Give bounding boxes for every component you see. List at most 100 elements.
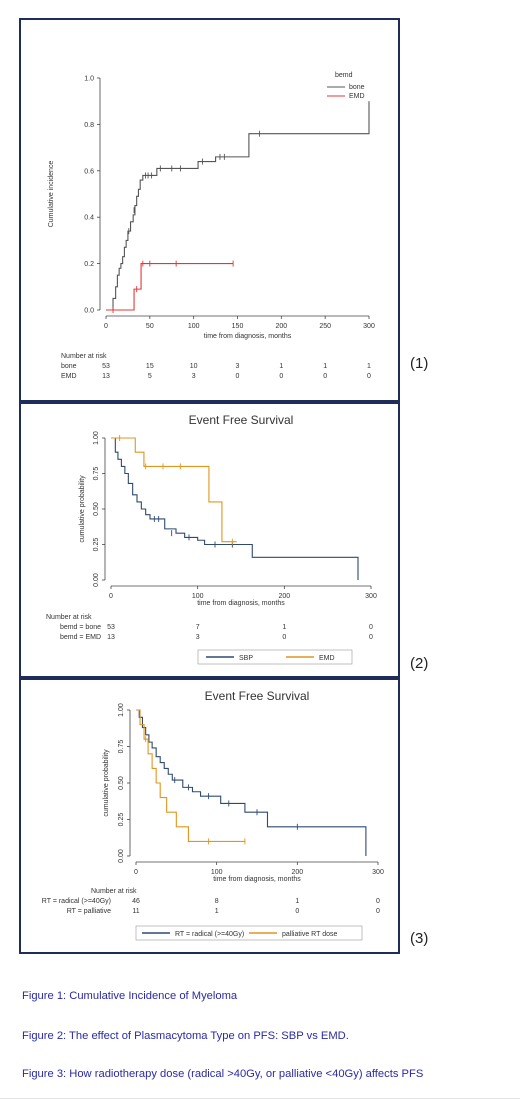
risk-value: 0 xyxy=(376,908,380,915)
y-tick-label: 0.6 xyxy=(84,168,94,175)
risk-value: 46 xyxy=(132,898,140,905)
risk-row-label: bemd = EMD xyxy=(60,634,101,641)
chart-panel-1: 0 50 100 150 200 250 300 0.0 0.2 0.4 0.6 0.8 1.0 time… xyxy=(19,18,400,402)
y-tick-label: 0.75 xyxy=(118,740,125,754)
y-tick-label: 0.75 xyxy=(93,467,100,481)
footer-divider xyxy=(0,1098,520,1099)
x-axis-label: time from diagnosis, months xyxy=(204,333,292,340)
y-axis-label: Cumulative incidence xyxy=(48,161,55,228)
risk-value: 7 xyxy=(196,624,200,631)
risk-row-label: bone xyxy=(61,363,77,370)
risk-table-title: Number at risk xyxy=(91,888,137,895)
risk-value: 8 xyxy=(215,898,219,905)
risk-table-title: Number at risk xyxy=(61,353,107,360)
chart-title: Event Free Survival xyxy=(205,689,310,703)
figure-caption-2: Figure 2: The effect of Plasmacytoma Typ… xyxy=(22,1030,349,1042)
risk-value: 0 xyxy=(369,634,373,641)
x-tick-label: 300 xyxy=(372,869,384,876)
series-line-2 xyxy=(106,263,234,311)
x-tick-label: 250 xyxy=(319,323,331,330)
y-tick-label: 0.25 xyxy=(118,813,125,827)
x-axis-label: time from diagnosis, months xyxy=(213,876,301,883)
risk-value: 13 xyxy=(107,634,115,641)
risk-value: 15 xyxy=(146,363,154,370)
risk-row-label: EMD xyxy=(61,373,77,380)
y-tick-label: 1.00 xyxy=(118,703,125,717)
risk-value: 1 xyxy=(295,898,299,905)
risk-row-label: RT = radical (>=40Gy) xyxy=(42,898,111,905)
risk-row-label: RT = palliative xyxy=(67,908,111,915)
legend-label: EMD xyxy=(319,655,335,662)
risk-value: 0 xyxy=(376,898,380,905)
x-axis-label: time from diagnosis, months xyxy=(197,600,285,607)
x-tick-label: 50 xyxy=(146,323,154,330)
risk-value: 3 xyxy=(236,363,240,370)
y-axis-label: cumulative probability xyxy=(103,749,110,817)
x-tick-label: 200 xyxy=(275,323,287,330)
risk-value: 1 xyxy=(279,363,283,370)
risk-value: 0 xyxy=(323,373,327,380)
y-tick-label: 0.8 xyxy=(84,122,94,129)
risk-value: 1 xyxy=(215,908,219,915)
series-line-2 xyxy=(111,437,237,543)
series-line-2 xyxy=(136,709,245,842)
risk-value: 53 xyxy=(102,363,110,370)
legend-label: SBP xyxy=(239,655,253,662)
legend-label: palliative RT dose xyxy=(282,931,337,938)
risk-value: 0 xyxy=(279,373,283,380)
risk-value: 53 xyxy=(107,624,115,631)
risk-value: 0 xyxy=(282,634,286,641)
risk-value: 10 xyxy=(190,363,198,370)
series-line-1 xyxy=(106,101,370,311)
y-tick-label: 0.0 xyxy=(84,308,94,315)
panel-label-2: (2) xyxy=(410,655,429,672)
legend-box xyxy=(197,649,353,665)
y-tick-label: 0.4 xyxy=(84,215,94,222)
risk-value: 13 xyxy=(102,373,110,380)
legend-title: bemd xyxy=(335,72,353,79)
x-tick-label: 100 xyxy=(211,869,223,876)
figure-caption-1: Figure 1: Cumulative Incidence of Myelom… xyxy=(22,990,238,1002)
risk-value: 0 xyxy=(295,908,299,915)
risk-value: 1 xyxy=(323,363,327,370)
risk-row-label: bemd = bone xyxy=(60,624,101,631)
panel-label-1: (1) xyxy=(410,355,429,372)
chart-panel-3: Event Free Survival 0 100 200 300 0.00 0.25 0.5… xyxy=(19,678,400,954)
figure-caption-3: Figure 3: How radiotherapy dose (radical… xyxy=(22,1068,424,1080)
legend-label: RT = radical (>=40Gy) xyxy=(175,931,244,938)
x-tick-label: 200 xyxy=(291,869,303,876)
risk-value: 1 xyxy=(282,624,286,631)
chart-title: Event Free Survival xyxy=(189,413,294,427)
x-tick-label: 150 xyxy=(232,323,244,330)
risk-table-title: Number at risk xyxy=(46,614,92,621)
y-tick-label: 0.25 xyxy=(93,538,100,552)
panel-label-3: (3) xyxy=(410,930,429,947)
x-tick-label: 300 xyxy=(363,323,375,330)
series-line-1 xyxy=(136,709,367,856)
x-tick-label: 0 xyxy=(104,323,108,330)
risk-value: 0 xyxy=(367,373,371,380)
risk-value: 5 xyxy=(148,373,152,380)
legend-label: EMD xyxy=(349,93,365,100)
x-tick-label: 300 xyxy=(365,593,377,600)
risk-value: 0 xyxy=(369,624,373,631)
risk-value: 0 xyxy=(236,373,240,380)
cumulative-incidence-chart: 0 50 100 150 200 250 3000.00.20.40.60.81.0time… xyxy=(48,72,375,380)
risk-value: 3 xyxy=(196,634,200,641)
y-axis-label: cumulative probability xyxy=(79,475,86,543)
legend-label: bone xyxy=(349,84,365,91)
risk-value: 1 xyxy=(367,363,371,370)
y-tick-label: 0.00 xyxy=(93,573,100,587)
y-tick-label: 0.2 xyxy=(84,261,94,268)
x-tick-label: 0 xyxy=(109,593,113,600)
y-tick-label: 1.00 xyxy=(93,431,100,445)
chart-panel-2: Event Free Survival 0 100 200 300 0.00 0.25 0.5… xyxy=(19,402,400,678)
series-line-1 xyxy=(111,437,359,580)
y-tick-label: 0.50 xyxy=(93,502,100,516)
legend-box xyxy=(135,925,363,941)
x-tick-label: 100 xyxy=(192,593,204,600)
risk-value: 11 xyxy=(132,908,139,915)
x-tick-label: 200 xyxy=(278,593,290,600)
